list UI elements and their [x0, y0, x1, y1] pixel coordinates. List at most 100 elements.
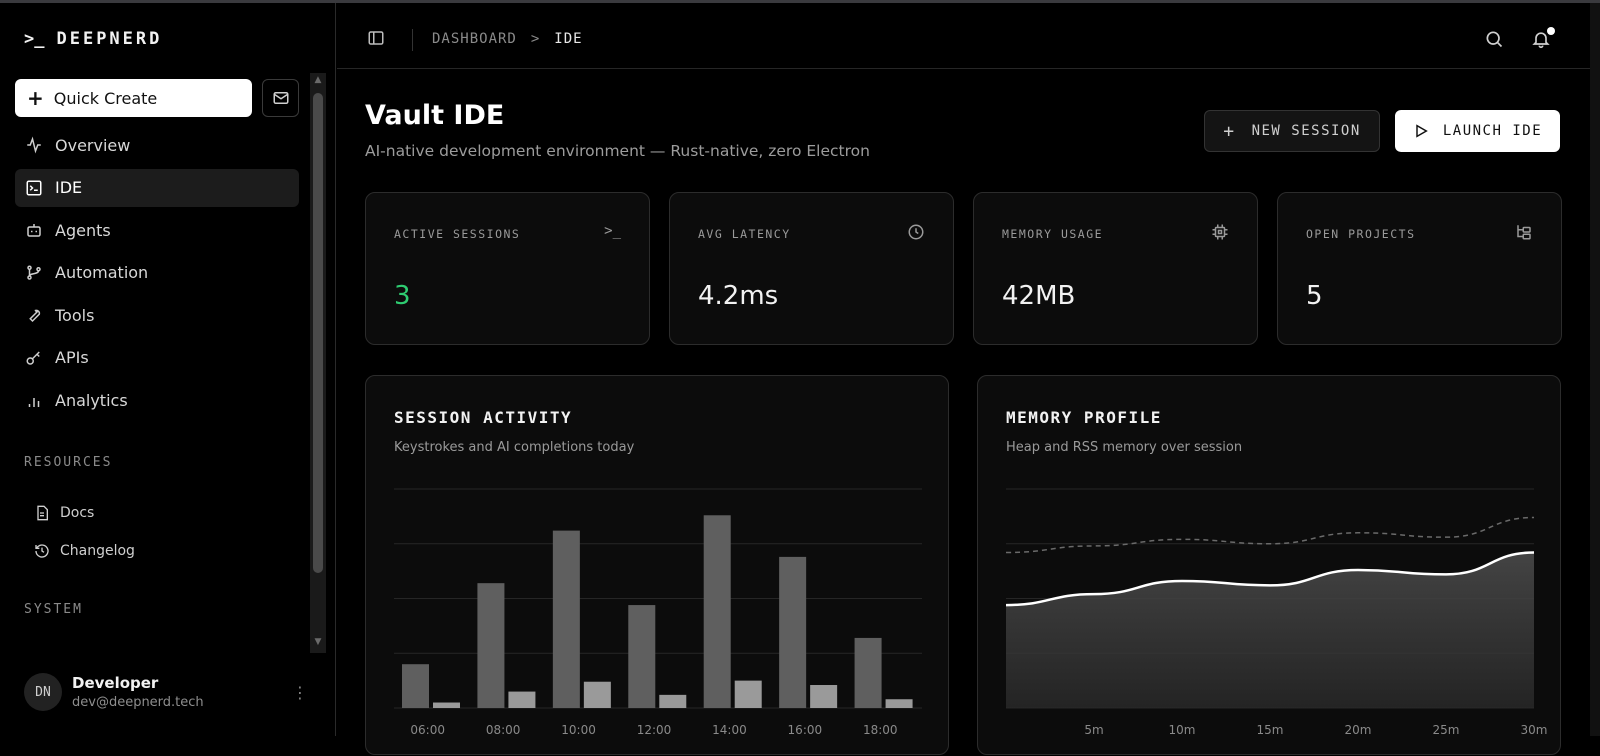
- avatar: DN: [24, 673, 62, 711]
- top-header: DASHBOARD > IDE: [337, 3, 1590, 69]
- stat-label: MEMORY USAGE: [1002, 227, 1104, 241]
- sidebar-item-label: Tools: [55, 305, 95, 325]
- scroll-down-arrow-icon[interactable]: ▼: [314, 637, 322, 647]
- sidebar-toggle-icon[interactable]: [367, 29, 385, 47]
- folder-tree-icon: [1517, 225, 1531, 240]
- user-profile[interactable]: DN Developer dev@deepnerd.tech: [24, 673, 204, 711]
- sidebar-item-overview[interactable]: Overview: [15, 126, 299, 164]
- new-session-button[interactable]: + NEW SESSION: [1204, 110, 1380, 152]
- x-tick-label: 12:00: [637, 723, 672, 737]
- quick-create-button[interactable]: + Quick Create: [15, 79, 252, 117]
- sidebar-item-agents[interactable]: Agents: [15, 211, 299, 249]
- bell-icon[interactable]: [1531, 29, 1551, 49]
- user-email: dev@deepnerd.tech: [72, 695, 204, 710]
- search-icon[interactable]: [1484, 29, 1504, 49]
- sidebar-item-label: Agents: [55, 220, 111, 240]
- x-tick-label: 15m: [1257, 723, 1284, 737]
- terminal-prompt-icon: >_: [24, 29, 45, 49]
- session-activity-panel: SESSION ACTIVITY Keystrokes and AI compl…: [365, 375, 949, 755]
- history-icon: [35, 544, 49, 558]
- sidebar-item-analytics[interactable]: Analytics: [15, 382, 299, 420]
- x-tick-label: 20m: [1345, 723, 1372, 737]
- file-text-icon: [37, 505, 48, 521]
- bar-keystrokes: [779, 556, 807, 708]
- activity-icon: [27, 136, 41, 154]
- brand-logo[interactable]: >_ DEEPNERD: [24, 29, 162, 49]
- mail-icon: [273, 92, 288, 104]
- stat-card-memory-usage: MEMORY USAGE 42MB: [973, 192, 1258, 345]
- breadcrumb-current: IDE: [554, 31, 583, 47]
- page-title: Vault IDE: [365, 100, 505, 131]
- stat-value: 5: [1306, 281, 1323, 311]
- x-tick-label: 14:00: [712, 723, 747, 737]
- x-tick-label: 10:00: [561, 723, 596, 737]
- stat-label: ACTIVE SESSIONS: [394, 227, 521, 241]
- stat-card-open-projects: OPEN PROJECTS 5: [1277, 192, 1562, 345]
- bar-keystrokes: [854, 637, 882, 708]
- panel-title: SESSION ACTIVITY: [394, 408, 573, 427]
- memory-profile-chart: 5m 10m 15m 20m 25m 30m: [1005, 488, 1547, 737]
- user-name: Developer: [72, 674, 159, 692]
- plus-icon: +: [27, 86, 44, 110]
- x-tick-label: 18:00: [863, 723, 898, 737]
- stat-label: OPEN PROJECTS: [1306, 227, 1416, 241]
- header-divider: [412, 29, 413, 51]
- sidebar-item-docs[interactable]: Docs: [34, 505, 94, 521]
- new-session-label: NEW SESSION: [1251, 123, 1361, 139]
- clock-icon: [908, 224, 924, 240]
- sidebar-item-ide[interactable]: IDE: [15, 168, 299, 207]
- rss-series-line: [1005, 516, 1535, 554]
- bar-completions: [810, 685, 838, 708]
- bot-icon: [27, 224, 41, 237]
- git-branch-icon: [27, 265, 41, 280]
- window-top-border: [0, 0, 1600, 3]
- launch-ide-button[interactable]: LAUNCH IDE: [1395, 110, 1560, 152]
- bar-keystrokes: [552, 530, 580, 708]
- sidebar-item-label: APIs: [55, 348, 89, 368]
- bar-completions: [433, 702, 460, 708]
- cpu-icon: [1212, 224, 1228, 240]
- bar-completions: [734, 680, 762, 708]
- x-tick-label: 08:00: [486, 723, 521, 737]
- scroll-up-arrow-icon[interactable]: ▲: [314, 75, 322, 85]
- x-tick-label: 10m: [1169, 723, 1196, 737]
- system-section-title: SYSTEM: [24, 602, 83, 617]
- resources-section-title: RESOURCES: [24, 455, 113, 470]
- wrench-icon: [29, 310, 41, 323]
- quick-create-label: Quick Create: [53, 88, 158, 108]
- bar-keystrokes: [477, 583, 505, 708]
- play-icon: [1416, 124, 1428, 138]
- sidebar-scroll-thumb[interactable]: [313, 93, 323, 573]
- notification-badge: [1547, 27, 1555, 35]
- stat-label: AVG LATENCY: [698, 227, 791, 241]
- bar-chart-icon: [28, 397, 40, 407]
- chevron-right-icon: >: [530, 31, 541, 47]
- bar-completions: [885, 699, 913, 708]
- bar-completions: [508, 691, 536, 708]
- stat-value: 4.2ms: [698, 281, 779, 311]
- page-scrollbar[interactable]: [1590, 3, 1600, 736]
- more-vertical-icon[interactable]: ⋮: [292, 683, 308, 702]
- x-tick-label: 06:00: [410, 723, 445, 737]
- terminal-square-icon: [26, 180, 42, 196]
- bar-keystrokes: [628, 605, 656, 708]
- sidebar-item-tools[interactable]: Tools: [15, 296, 299, 334]
- panel-title: MEMORY PROFILE: [1006, 408, 1162, 427]
- sidebar-nav: Overview IDE Agents Automation Tools API…: [15, 126, 299, 424]
- bar-completions: [583, 681, 611, 708]
- heap-series-line: [1005, 551, 1535, 607]
- sidebar-item-label: Changelog: [60, 543, 135, 559]
- breadcrumb: DASHBOARD > IDE: [432, 31, 583, 47]
- inbox-button[interactable]: [262, 79, 299, 117]
- memory-profile-panel: MEMORY PROFILE Heap and RSS memory over …: [977, 375, 1561, 755]
- sidebar-item-label: Analytics: [55, 391, 128, 411]
- sidebar-item-label: IDE: [55, 178, 83, 198]
- sidebar-item-automation[interactable]: Automation: [15, 254, 299, 292]
- sidebar-item-changelog[interactable]: Changelog: [34, 543, 135, 559]
- breadcrumb-dashboard[interactable]: DASHBOARD: [432, 31, 517, 47]
- stat-card-avg-latency: AVG LATENCY 4.2ms: [669, 192, 954, 345]
- key-icon: [26, 351, 40, 365]
- page-subtitle: AI-native development environment — Rust…: [365, 142, 870, 160]
- sidebar-item-apis[interactable]: APIs: [15, 339, 299, 377]
- bar-keystrokes: [402, 664, 429, 708]
